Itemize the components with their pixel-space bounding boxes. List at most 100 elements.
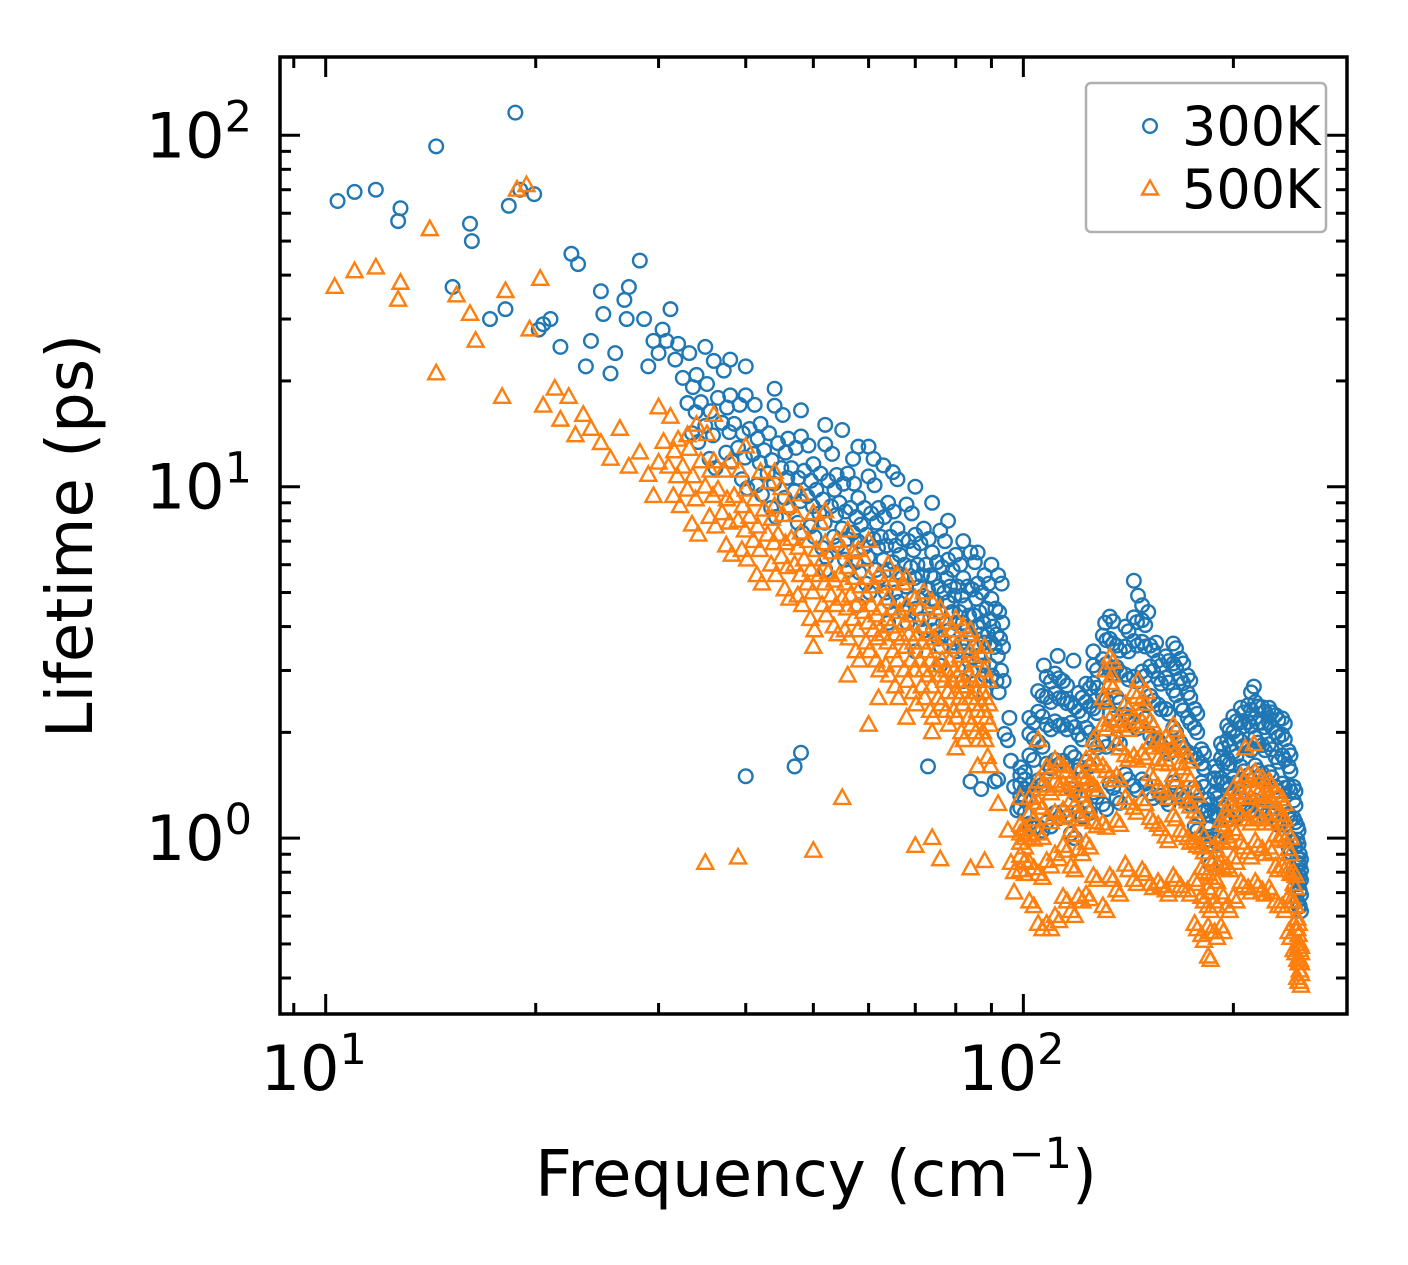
- data-point-500K: [1079, 772, 1100, 791]
- data-point-300K: [737, 358, 754, 375]
- data-point-500K: [699, 505, 720, 525]
- legend-label-300k: 300K: [1182, 95, 1322, 158]
- data-point-500K: [731, 538, 752, 558]
- data-point-500K: [700, 459, 721, 478]
- data-point-500K: [734, 519, 756, 538]
- data-point-500K: [609, 417, 630, 436]
- data-point-500K: [1118, 859, 1139, 878]
- data-point-300K: [1002, 752, 1019, 769]
- data-point-300K: [705, 352, 722, 369]
- data-point-300K: [834, 422, 851, 439]
- data-point-300K: [618, 311, 635, 328]
- data-point-500K: [1193, 825, 1215, 844]
- data-point-500K: [1180, 883, 1201, 902]
- data-point-300K: [942, 578, 959, 595]
- data-point-500K: [1096, 691, 1117, 710]
- data-point-500K: [837, 519, 858, 538]
- data-point-500K: [703, 450, 724, 469]
- data-point-500K: [856, 584, 877, 603]
- data-point-300K: [875, 457, 892, 474]
- data-point-500K: [664, 440, 685, 459]
- data-point-500K: [843, 541, 864, 560]
- data-point-300K: [631, 252, 648, 269]
- x-tick-label: 101: [261, 1025, 367, 1105]
- data-point-500K: [1200, 948, 1221, 968]
- data-point-500K: [772, 503, 793, 523]
- data-point-500K: [1213, 813, 1234, 833]
- data-point-500K: [1200, 899, 1221, 919]
- data-point-500K: [868, 564, 889, 583]
- data-point-300K: [792, 428, 809, 445]
- data-point-300K: [983, 556, 1000, 573]
- data-point-300K: [985, 618, 1002, 635]
- data-point-500K: [1049, 848, 1070, 867]
- data-point-300K: [850, 438, 867, 455]
- data-point-500K: [747, 515, 768, 534]
- data-point-500K: [815, 532, 836, 551]
- data-point-500K: [695, 475, 716, 494]
- data-point-500K: [922, 590, 943, 609]
- data-point-500K: [1280, 826, 1301, 846]
- data-point-300K: [1062, 744, 1079, 761]
- data-point-300K: [1282, 747, 1299, 764]
- data-point-500K: [679, 437, 700, 457]
- data-point-500K: [980, 755, 1001, 774]
- data-point-500K: [1226, 822, 1247, 841]
- data-point-500K: [696, 423, 718, 442]
- data-point-500K: [1135, 792, 1156, 812]
- data-point-500K: [803, 502, 824, 521]
- data-point-500K: [1079, 836, 1100, 855]
- data-point-300K: [1046, 685, 1063, 702]
- data-point-500K: [1102, 664, 1123, 683]
- data-point-500K: [802, 581, 823, 600]
- data-point-300K: [766, 397, 783, 414]
- data-point-500K: [580, 417, 601, 436]
- data-point-500K: [1187, 834, 1208, 853]
- data-point-500K: [1103, 676, 1124, 695]
- legend-circle-marker-icon: [1141, 117, 1158, 134]
- data-point-500K: [930, 848, 951, 867]
- data-point-300K: [983, 590, 1000, 607]
- data-point-300K: [746, 396, 763, 413]
- data-point-500K: [1040, 811, 1061, 830]
- data-point-500K: [905, 834, 926, 853]
- data-point-300K: [722, 351, 739, 368]
- data-point-300K: [640, 358, 657, 375]
- data-point-500K: [629, 441, 650, 460]
- data-point-300K: [392, 200, 409, 217]
- data-point-500K: [1044, 748, 1066, 767]
- data-point-500K: [530, 267, 551, 286]
- data-point-500K: [763, 532, 784, 551]
- data-point-300K: [865, 450, 882, 467]
- data-point-500K: [737, 548, 758, 567]
- data-point-300K: [903, 505, 920, 522]
- data-point-500K: [688, 523, 709, 542]
- data-point-500K: [1118, 697, 1139, 717]
- data-point-300K: [955, 533, 972, 550]
- data-point-300K: [428, 138, 445, 155]
- data-point-300K: [824, 445, 841, 462]
- data-point-300K: [1189, 705, 1206, 722]
- data-point-300K: [1148, 634, 1165, 651]
- data-point-500K: [1053, 885, 1074, 905]
- data-point-500K: [1280, 843, 1301, 862]
- data-point-500K: [1226, 799, 1247, 818]
- data-point-500K: [915, 640, 936, 659]
- data-point-500K: [1150, 780, 1172, 799]
- data-point-300K: [766, 380, 783, 397]
- data-point-500K: [803, 635, 824, 654]
- data-point-500K: [1248, 834, 1269, 853]
- data-point-300K: [592, 283, 609, 300]
- data-point-500K: [979, 713, 1000, 732]
- data-point-500K: [1127, 669, 1149, 689]
- data-point-300K: [582, 332, 599, 349]
- data-point-300K: [692, 394, 709, 411]
- data-point-300K: [1097, 614, 1114, 631]
- data-point-500K: [749, 538, 770, 558]
- data-point-500K: [663, 484, 684, 504]
- data-point-500K: [903, 681, 924, 700]
- data-point-300K: [774, 406, 791, 423]
- data-point-500K: [1023, 808, 1044, 827]
- data-point-500K: [774, 578, 795, 597]
- data-point-500K: [1158, 883, 1179, 902]
